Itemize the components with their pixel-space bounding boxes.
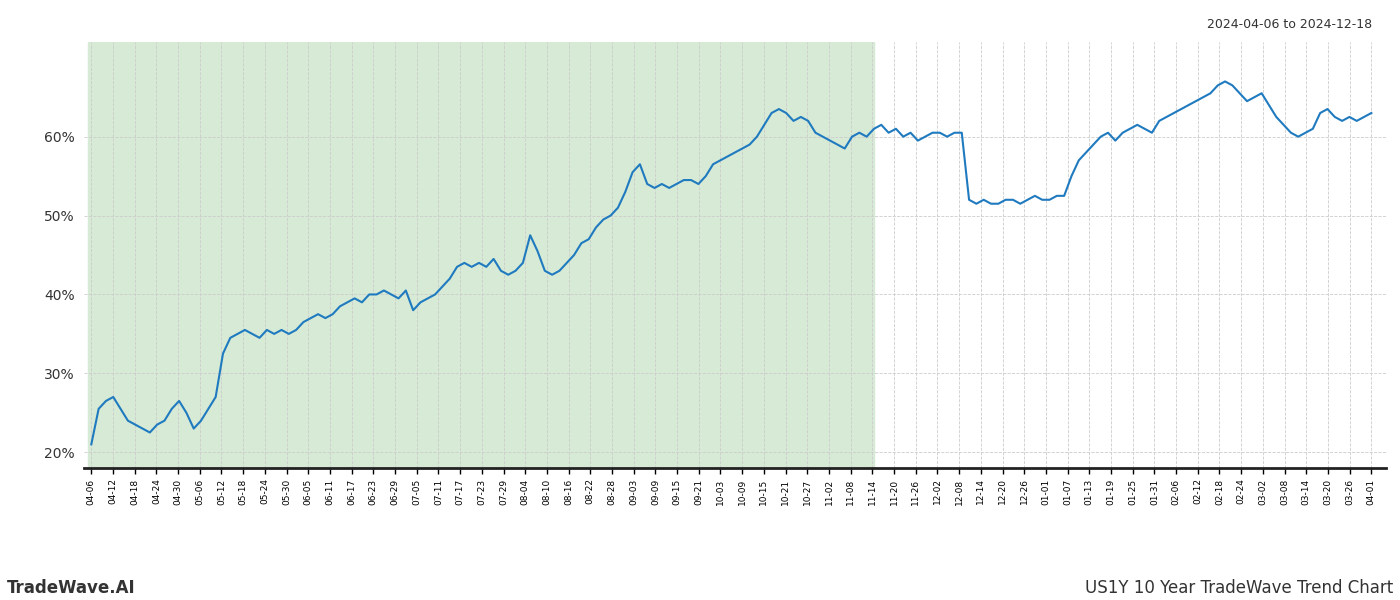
Text: 2024-04-06 to 2024-12-18: 2024-04-06 to 2024-12-18 [1207,18,1372,31]
Text: US1Y 10 Year TradeWave Trend Chart: US1Y 10 Year TradeWave Trend Chart [1085,579,1393,597]
Text: TradeWave.AI: TradeWave.AI [7,579,136,597]
Bar [88,42,874,468]
